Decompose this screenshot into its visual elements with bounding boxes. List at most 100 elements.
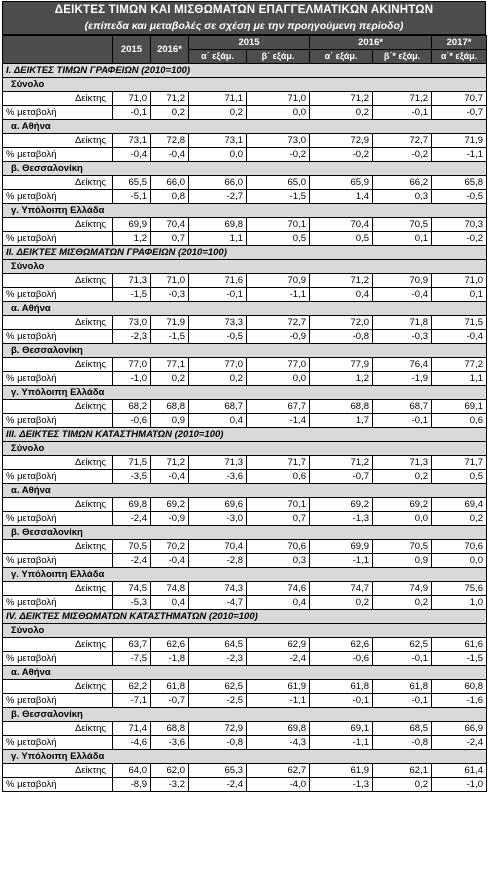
table-cell: -0,1 [372, 413, 433, 428]
table-cell: -4,3 [245, 735, 311, 750]
table-cell: -1,3 [309, 511, 374, 526]
group-title: Σύνολο [1, 259, 488, 274]
table-row: % μεταβολή -0,4 -0,4 0,0 -0,2 -0,2 -0,2 -1,1 [2, 147, 488, 162]
data-table: 2015 2016* 2015 2016* 2017* α΄ εξάμ. β΄ … [1, 35, 488, 792]
table-cell: 69,8 [188, 217, 247, 232]
table-cell: 69,2 [372, 497, 433, 512]
table-cell: -0,7 [150, 693, 189, 708]
table-cell: 70,9 [245, 273, 311, 288]
table-row: Δείκτης 77,0 77,1 77,0 77,0 77,9 76,4 77,2 [2, 357, 488, 372]
table-cell: 66,9 [431, 721, 488, 736]
table-cell: 71,9 [150, 315, 189, 330]
table-cell: -2,4 [188, 777, 247, 792]
table-body: I. ΔΕΙΚΤΕΣ ΤΙΜΩΝ ΓΡΑΦΕΙΩΝ (2010=100) Σύνο… [1, 63, 488, 792]
table-cell: 71,2 [150, 455, 189, 470]
table-cell: -4,7 [188, 595, 247, 610]
header-blank [2, 35, 113, 64]
table-cell: 66,0 [188, 175, 247, 190]
table-cell: 0,2 [309, 595, 374, 610]
table-cell: 72,9 [188, 721, 247, 736]
table-cell: 70,5 [112, 539, 151, 554]
table-cell: 75,6 [431, 581, 488, 596]
table-cell: -3,2 [150, 777, 189, 792]
table-cell: -3,5 [112, 469, 151, 484]
table-cell: 62,5 [188, 679, 247, 694]
table-cell: 77,1 [150, 357, 189, 372]
row-label: % μεταβολή [2, 511, 113, 526]
row-label: Δείκτης [2, 357, 113, 372]
table-cell: 62,1 [372, 763, 433, 778]
table-cell: 71,2 [309, 455, 374, 470]
row-label: % μεταβολή [2, 469, 113, 484]
row-label: Δείκτης [2, 581, 113, 596]
document: ΔΕΙΚΤΕΣ ΤΙΜΩΝ ΚΑΙ ΜΙΣΘΩΜΑΤΩΝ ΕΠΑΓΓΕΛΜΑΤΙ… [1, 1, 488, 792]
table-cell: 69,4 [431, 497, 488, 512]
group-header-row: γ. Υπόλοιπη Ελλάδα [1, 203, 488, 218]
table-cell: -0,4 [150, 147, 189, 162]
table-cell: 76,4 [372, 357, 433, 372]
table-cell: 62,2 [112, 679, 151, 694]
table-cell: -0,9 [150, 511, 189, 526]
row-label: Δείκτης [2, 455, 113, 470]
table-cell: 0,4 [245, 595, 311, 610]
table-row: % μεταβολή -1,5 -0,3 -0,1 -1,1 0,4 -0,4 0,1 [2, 287, 488, 302]
table-cell: -1,4 [245, 413, 311, 428]
table-cell: -0,3 [150, 287, 189, 302]
group-header-row: β. Θεσσαλονίκη [1, 343, 488, 358]
table-cell: 1,0 [431, 595, 488, 610]
row-label: Δείκτης [2, 133, 113, 148]
table-cell: -0,1 [188, 287, 247, 302]
group-title: α. Αθήνα [1, 301, 488, 316]
table-cell: -0,4 [112, 147, 151, 162]
table-cell: 0,0 [188, 147, 247, 162]
header-row-1: 2015 2016* 2015 2016* 2017* [2, 35, 488, 64]
table-cell: 0,2 [372, 777, 433, 792]
table-cell: 0,5 [431, 469, 488, 484]
row-label: % μεταβολή [2, 105, 113, 120]
table-cell: 71,9 [431, 133, 488, 148]
header-semester-group-2017: 2017* [431, 35, 488, 50]
table-cell: 70,5 [372, 217, 433, 232]
header-semester: β΄ εξάμ. [245, 49, 311, 64]
table-cell: 69,1 [309, 721, 374, 736]
table-cell: 77,0 [245, 357, 311, 372]
table-cell: 63,7 [112, 637, 151, 652]
table-row: % μεταβολή -2,4 -0,4 -2,8 0,3 -1,1 0,9 0,0 [2, 553, 488, 568]
table-cell: 71,6 [188, 273, 247, 288]
table-cell: 71,5 [431, 315, 488, 330]
group-header-row: γ. Υπόλοιπη Ελλάδα [1, 749, 488, 764]
row-label: % μεταβολή [2, 735, 113, 750]
table-cell: 69,1 [431, 399, 488, 414]
section-header-row: III. ΔΕΙΚΤΕΣ ΤΙΜΩΝ ΚΑΤΑΣΤΗΜΑΤΩΝ (2010=10… [1, 427, 488, 442]
table-cell: 0,2 [188, 371, 247, 386]
header-year-2015: 2015 [112, 35, 151, 64]
table-cell: -0,1 [112, 105, 151, 120]
table-cell: 74,9 [372, 581, 433, 596]
table-cell: 73,0 [245, 133, 311, 148]
table-cell: 0,2 [431, 511, 488, 526]
table-cell: 60,8 [431, 679, 488, 694]
table-cell: -0,1 [309, 693, 374, 708]
table-cell: 0,6 [245, 469, 311, 484]
row-label: Δείκτης [2, 721, 113, 736]
table-cell: -0,1 [372, 651, 433, 666]
table-cell: -2,4 [245, 651, 311, 666]
row-label: Δείκτης [2, 217, 113, 232]
section-title: IV. ΔΕΙΚΤΕΣ ΜΙΣΘΩΜΑΤΩΝ ΚΑΤΑΣΤΗΜΑΤΩΝ (201… [1, 609, 488, 624]
group-header-row: Σύνολο [1, 259, 488, 274]
table-cell: 0,3 [245, 553, 311, 568]
table-cell: 68,7 [188, 399, 247, 414]
group-title: γ. Υπόλοιπη Ελλάδα [1, 385, 488, 400]
table-cell: 71,1 [188, 91, 247, 106]
table-row: Δείκτης 62,2 61,8 62,5 61,9 61,8 61,8 60,8 [2, 679, 488, 694]
table-cell: 69,8 [112, 497, 151, 512]
table-cell: 61,9 [309, 763, 374, 778]
table-cell: 0,5 [245, 231, 311, 246]
row-label: Δείκτης [2, 497, 113, 512]
section-title: III. ΔΕΙΚΤΕΣ ΤΙΜΩΝ ΚΑΤΑΣΤΗΜΑΤΩΝ (2010=10… [1, 427, 488, 442]
table-row: % μεταβολή -2,3 -1,5 -0,5 -0,9 -0,8 -0,3 -0,4 [2, 329, 488, 344]
table-cell: -1,5 [150, 329, 189, 344]
page-subtitle: (επίπεδα και μεταβολές σε σχέση με την π… [84, 20, 404, 32]
table-cell: -1,5 [245, 189, 311, 204]
table-row: % μεταβολή -7,1 -0,7 -2,5 -1,1 -0,1 -0,1 -1,6 [2, 693, 488, 708]
